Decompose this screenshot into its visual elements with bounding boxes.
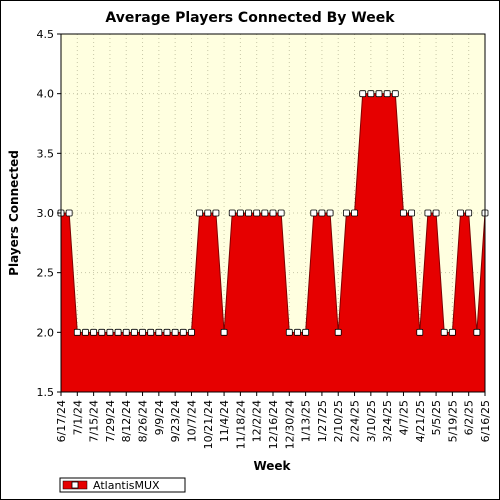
x-tick-label: 5/19/25 [446, 400, 459, 442]
data-point [424, 209, 432, 217]
x-tick-label: 9/23/24 [169, 400, 182, 442]
data-point [318, 209, 326, 217]
y-axis-ticks: 1.5 2.0 2.5 3.0 3.5 4.0 4.5 [37, 28, 61, 399]
x-tick-label: 4/7/25 [397, 400, 410, 435]
data-point [220, 328, 228, 336]
x-tick-label: 11/4/24 [218, 400, 231, 442]
data-point [269, 209, 277, 217]
x-tick-label: 7/15/24 [88, 400, 101, 442]
data-point [277, 209, 285, 217]
data-point [367, 90, 375, 98]
data-point [106, 328, 114, 336]
data-point [457, 209, 464, 217]
data-point [163, 328, 171, 336]
data-point [261, 209, 269, 217]
data-point [73, 328, 81, 336]
data-point [253, 209, 261, 217]
y-axis-title: Players Connected [7, 150, 21, 276]
x-tick-label: 1/27/25 [316, 400, 329, 442]
data-point [90, 328, 98, 336]
data-point [98, 328, 106, 336]
data-point [432, 209, 440, 217]
data-point [326, 209, 334, 217]
x-tick-label: 10/7/24 [185, 400, 198, 442]
data-point [212, 209, 220, 217]
legend-label: AtlantisMUX [93, 479, 160, 492]
y-tick-label: 1.5 [37, 386, 55, 399]
x-axis-title: Week [253, 459, 291, 473]
x-tick-label: 6/16/25 [479, 400, 492, 442]
x-tick-label: 12/30/24 [283, 400, 296, 449]
data-point [82, 328, 89, 336]
y-tick-label: 2.0 [37, 326, 55, 339]
data-point [408, 209, 416, 217]
x-tick-label: 12/2/24 [251, 400, 264, 442]
legend: AtlantisMUX [59, 477, 186, 493]
data-point [400, 209, 407, 217]
data-point [440, 328, 448, 336]
data-point [285, 328, 293, 336]
data-point [391, 90, 399, 98]
data-point [448, 328, 456, 336]
data-point [188, 328, 195, 336]
x-tick-label: 8/12/24 [120, 400, 133, 442]
data-point [155, 328, 163, 336]
data-point [179, 328, 187, 336]
data-point [122, 328, 130, 336]
x-tick-label: 6/2/25 [463, 400, 476, 435]
x-tick-label: 9/9/24 [153, 400, 166, 435]
data-point [334, 328, 342, 336]
data-point [65, 209, 73, 217]
data-point [416, 328, 424, 336]
data-points [57, 90, 489, 336]
x-tick-label: 3/10/25 [365, 400, 378, 442]
x-tick-label: 3/24/25 [381, 400, 394, 442]
data-point [351, 209, 358, 217]
x-tick-label: 6/17/24 [55, 400, 68, 442]
data-point [310, 209, 318, 217]
x-tick-label: 2/24/25 [349, 400, 362, 442]
data-point [465, 209, 473, 217]
data-point [294, 328, 301, 336]
x-tick-label: 4/21/25 [414, 400, 427, 442]
data-point [139, 328, 146, 336]
x-axis-ticks: 6/17/24 7/1/24 7/15/24 7/29/24 8/12/24 8/26/2… [55, 392, 492, 449]
legend-box [59, 477, 186, 493]
x-tick-label: 5/5/25 [430, 400, 443, 435]
data-point [236, 209, 244, 217]
data-point [375, 90, 383, 98]
y-tick-label: 4.5 [37, 28, 55, 41]
y-tick-label: 3.0 [37, 207, 55, 220]
data-point [473, 328, 481, 336]
y-tick-label: 2.5 [37, 267, 55, 280]
x-tick-label: 11/18/24 [234, 400, 247, 449]
x-tick-label: 7/1/24 [71, 400, 84, 435]
x-tick-label: 10/21/24 [202, 400, 215, 449]
x-tick-label: 1/13/25 [300, 400, 313, 442]
y-tick-label: 4.0 [37, 88, 55, 101]
data-point [147, 328, 155, 336]
data-point [302, 328, 310, 336]
data-point [196, 209, 204, 217]
series-area [61, 93, 485, 393]
data-point [359, 90, 367, 98]
x-tick-label: 8/26/24 [137, 400, 150, 442]
data-point [342, 209, 350, 217]
chart-title: Average Players Connected By Week [105, 10, 395, 26]
x-tick-label: 12/16/24 [267, 400, 280, 449]
data-point [204, 209, 212, 217]
data-point [245, 209, 252, 217]
x-tick-label: 7/29/24 [104, 400, 117, 442]
y-tick-label: 3.5 [37, 147, 55, 160]
data-point [171, 328, 179, 336]
data-point [130, 328, 138, 336]
x-tick-label: 2/10/25 [332, 400, 345, 442]
data-point [114, 328, 122, 336]
data-point [383, 90, 391, 98]
legend-marker [71, 481, 79, 489]
data-point [228, 209, 236, 217]
